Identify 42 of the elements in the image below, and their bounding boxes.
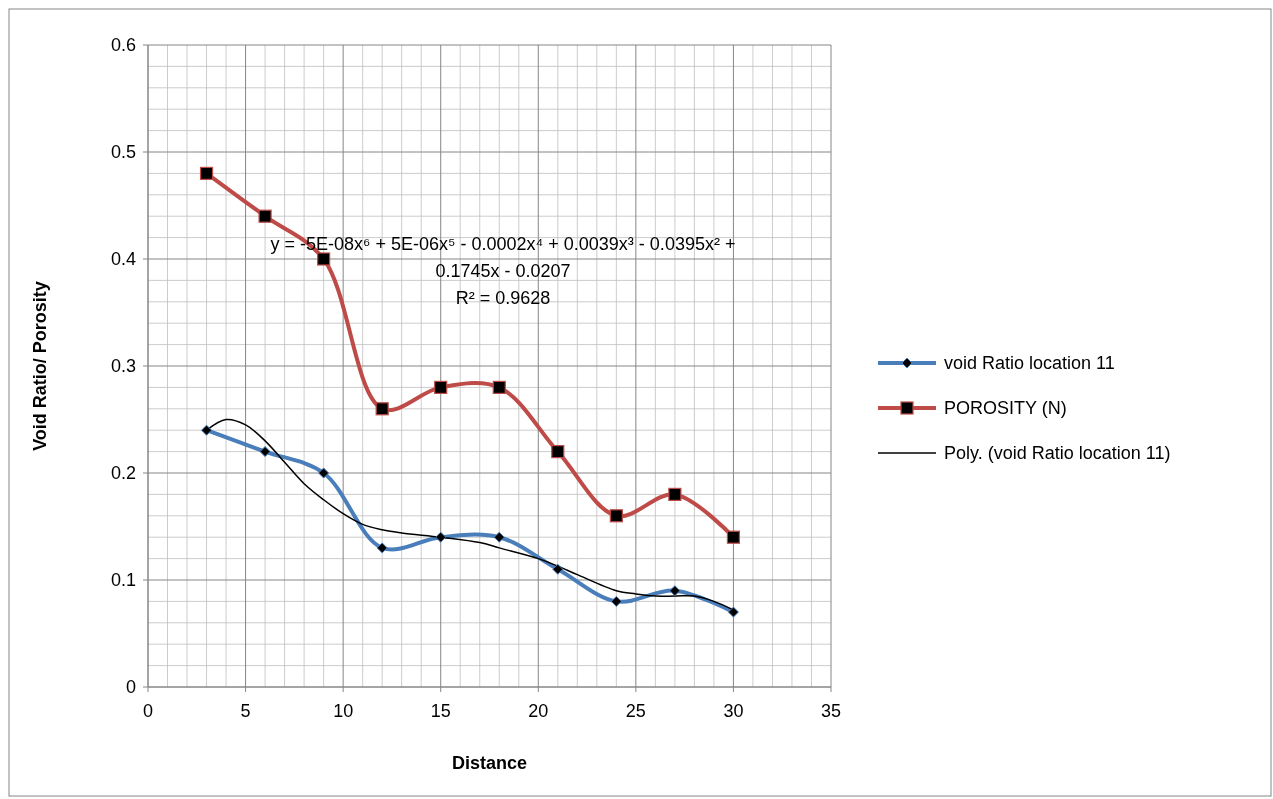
point	[552, 563, 564, 575]
x-axis-title: Distance	[451, 753, 528, 773]
legend-label: POROSITY (N)	[944, 398, 1067, 418]
point	[318, 467, 330, 479]
point	[317, 252, 331, 266]
y-tick-label: 0	[125, 677, 136, 697]
x-tick-label: 15	[430, 701, 451, 721]
x-tick-label: 30	[723, 701, 744, 721]
point	[435, 531, 447, 543]
point	[199, 166, 214, 180]
point	[258, 209, 272, 223]
point	[668, 487, 682, 501]
point	[434, 380, 448, 394]
x-tick-label: 5	[240, 701, 251, 721]
y-tick-label: 0.3	[110, 356, 136, 376]
y-tick-label: 0.6	[110, 35, 136, 55]
point	[727, 606, 739, 618]
legend-label: void Ratio location 11	[944, 353, 1115, 373]
annotation: 0.1745x - 0.0207	[435, 261, 571, 281]
x-tick-label: 20	[528, 701, 549, 721]
point	[493, 531, 505, 543]
point	[609, 509, 623, 523]
annotation: R² = 0.9628	[455, 288, 551, 308]
legend-label: Poly. (void Ratio location 11)	[944, 443, 1171, 463]
y-tick-label: 0.5	[110, 142, 136, 162]
point	[726, 530, 741, 544]
y-tick-label: 0.4	[110, 249, 136, 269]
point	[375, 402, 389, 416]
x-tick-label: 25	[625, 701, 646, 721]
y-axis-title: Void Ratio/ Porosity	[30, 281, 50, 451]
point	[492, 380, 506, 394]
y-tick-label: 0.1	[110, 570, 136, 590]
x-tick-label: 35	[820, 701, 842, 721]
point	[376, 542, 388, 554]
point	[669, 585, 681, 597]
x-tick-label: 0	[142, 701, 154, 721]
point	[259, 446, 271, 458]
point	[201, 424, 213, 436]
y-tick-label: 0.2	[110, 463, 136, 483]
point	[551, 445, 565, 459]
x-tick-label: 10	[333, 701, 354, 721]
point	[610, 595, 622, 607]
